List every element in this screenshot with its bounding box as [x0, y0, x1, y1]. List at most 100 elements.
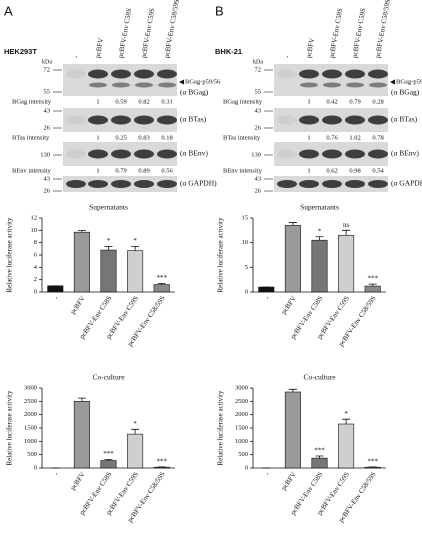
chart-title: Supernatants	[89, 203, 128, 212]
blot-band	[111, 149, 131, 159]
x-tick-label: pcBFV	[69, 294, 87, 315]
error-bar	[342, 229, 351, 236]
x-tick-label: -	[52, 294, 60, 301]
y-tick-label: 2	[34, 276, 37, 283]
intensity-label: BEnv intensity	[223, 167, 263, 174]
intensity-value: 0.76	[326, 134, 338, 141]
y-tick-label: 0	[34, 288, 37, 295]
intensity-value: 0.31	[161, 98, 172, 105]
blot-band	[66, 180, 86, 188]
y-tick-label: 1500	[24, 424, 37, 431]
error-bar	[315, 455, 324, 459]
significance: ***	[156, 458, 167, 466]
panel-label: B	[215, 3, 224, 18]
blot-band	[322, 69, 342, 79]
bar	[338, 234, 355, 293]
intensity-value: 0.18	[161, 134, 172, 141]
blot-band	[88, 149, 108, 159]
significance: ***	[156, 274, 167, 282]
bar	[364, 285, 381, 293]
kda-label: kDa	[42, 59, 52, 65]
kda-marker: 130	[251, 151, 261, 158]
bar	[153, 284, 170, 293]
blot-band	[322, 149, 342, 159]
blot-band	[157, 149, 177, 159]
blot-band	[299, 69, 319, 79]
chart-title: Co-culture	[92, 373, 125, 382]
y-tick-label: 10	[31, 227, 38, 234]
bar	[100, 460, 117, 469]
error-bar	[288, 388, 297, 392]
blot-band	[89, 82, 107, 88]
error-bar	[157, 282, 166, 285]
chart-title: Supernatants	[300, 203, 339, 212]
antibody-label: (α BTas)	[180, 115, 207, 124]
intensity-value: 0.54	[372, 167, 384, 174]
intensity-value: 1	[96, 98, 99, 105]
y-axis-title: Relative luciferase activity	[217, 217, 225, 293]
bar	[127, 433, 144, 469]
significance: *	[133, 420, 137, 428]
bar	[73, 401, 90, 469]
lane-label: pcBFV-Env C59S	[351, 7, 368, 58]
error-bar	[104, 245, 113, 251]
chart-title: Co-culture	[303, 373, 336, 382]
y-tick-label: 2500	[24, 398, 37, 405]
y-tick-label: 1000	[235, 438, 248, 445]
blot-band	[277, 180, 297, 188]
panel-label: A	[4, 3, 13, 18]
blot-band	[277, 149, 297, 159]
blot-strip	[63, 64, 177, 96]
x-tick-label: -	[52, 470, 60, 477]
intensity-label: BEnv intensity	[12, 167, 52, 174]
blot-band	[157, 180, 177, 188]
kda-marker: 72	[255, 66, 262, 73]
y-tick-label: 5	[245, 264, 248, 271]
blot-band	[368, 115, 388, 125]
significance: *	[344, 410, 348, 418]
lane-label: pcBFV-Env C58/59S	[374, 0, 392, 59]
y-axis-title: Relative luciferase activity	[6, 217, 14, 293]
intensity-value: 1.02	[349, 134, 360, 141]
y-tick-label: 1000	[24, 438, 37, 445]
blot-band	[157, 115, 177, 125]
kda-marker: 26	[44, 187, 51, 194]
error-bar	[342, 418, 351, 424]
y-tick-label: 0	[245, 464, 248, 471]
x-tick-label: pcBFV	[280, 294, 298, 315]
y-tick-label: 2000	[235, 411, 248, 418]
bar	[311, 239, 328, 293]
y-tick-label: 3000	[24, 384, 37, 391]
cell-line: HEK293T	[4, 47, 37, 56]
y-axis-title: Relative luciferase activity	[6, 390, 14, 466]
blot-band	[111, 115, 131, 125]
band-note: BGag-p59/56	[185, 78, 221, 85]
kda-marker: 43	[44, 107, 51, 114]
blot-band	[322, 115, 342, 125]
x-tick-label: -	[263, 294, 271, 301]
intensity-value: 0.59	[115, 98, 126, 105]
error-bar	[368, 283, 377, 287]
y-tick-label: 2500	[235, 398, 248, 405]
y-tick-label: 3000	[235, 384, 248, 391]
bar	[73, 231, 90, 293]
intensity-value: 1	[307, 134, 310, 141]
intensity-label: BGag intensity	[223, 98, 263, 105]
blot-band	[345, 180, 365, 188]
blot-band	[369, 82, 387, 88]
intensity-value: 0.56	[161, 167, 173, 174]
intensity-label: BTas intensity	[223, 134, 261, 141]
blot-band	[134, 180, 154, 188]
antibody-label: (α BTas)	[391, 115, 418, 124]
antibody-label: (α BEnv)	[180, 149, 208, 158]
lane-label: -	[283, 54, 291, 58]
intensity-value: 0.83	[138, 134, 149, 141]
kda-marker: 43	[255, 107, 262, 114]
intensity-value: 0.62	[326, 167, 337, 174]
intensity-value: 0.42	[326, 98, 337, 105]
blot-band	[277, 115, 297, 125]
significance: *	[318, 227, 322, 235]
blot-band	[134, 149, 154, 159]
blot-band	[158, 82, 176, 88]
intensity-value: 0.25	[115, 134, 126, 141]
